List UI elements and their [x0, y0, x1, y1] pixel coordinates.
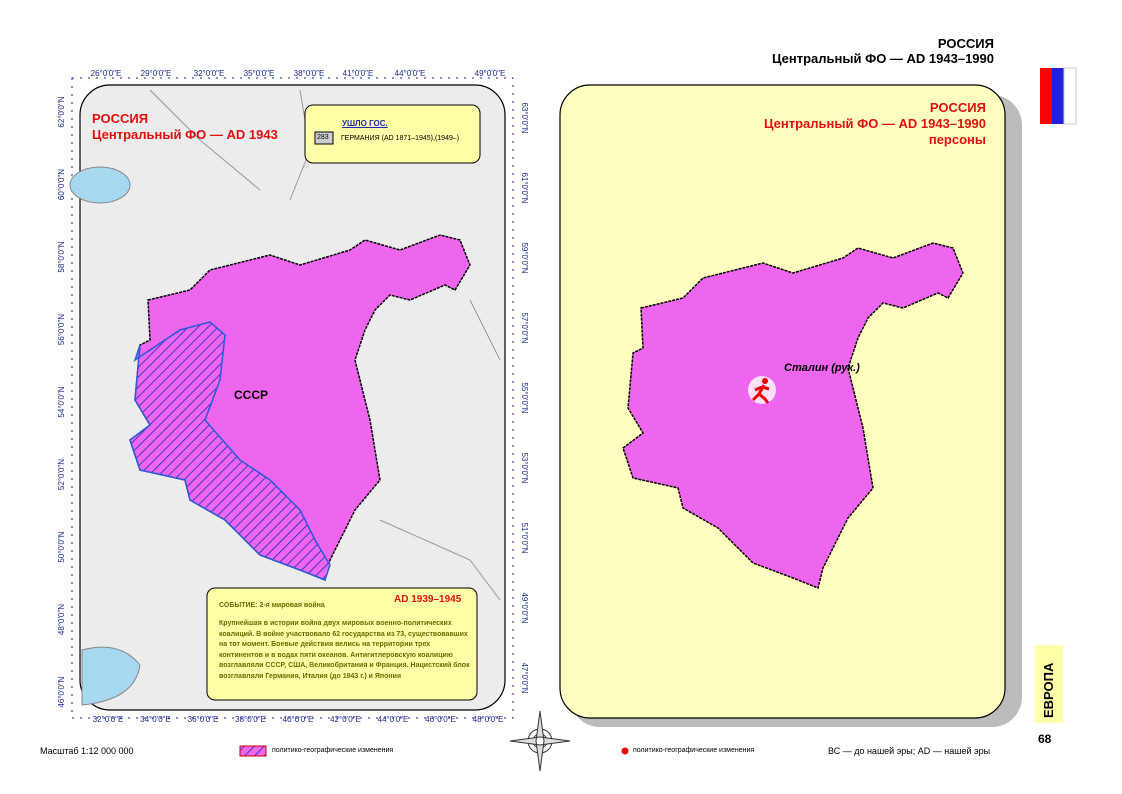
lake [69, 166, 131, 204]
map-title: РОССИЯ [929, 100, 986, 115]
dot-legend: политико-географические изменения [633, 747, 755, 754]
coordinate-label: 44°0'0"E [378, 715, 409, 724]
page-number: 68 [1038, 732, 1052, 746]
header-subtitle: Центральный ФО — AD 1943–1990 [772, 51, 994, 66]
side-tab [1035, 645, 1063, 723]
coordinate-label: 50°0'0"N [57, 531, 66, 562]
side-tab-label: ЕВРОПА [1041, 662, 1056, 718]
coordinate-label: 62°0'0"N [57, 96, 66, 127]
legend-box [304, 104, 481, 164]
person-label: Сталин (рук.) [784, 362, 860, 374]
map-title: РОССИЯ [92, 111, 149, 126]
event-period: AD 1939–1945 [394, 594, 462, 605]
coordinate-label: 49°0'0"E [475, 69, 506, 78]
coordinate-label: 55°0'0"N [520, 382, 529, 413]
coordinate-label: 46°0'0"N [57, 676, 66, 707]
person-icon [748, 376, 776, 404]
event-text: Крупнейшая в истории война двух мировых … [219, 620, 470, 680]
dot-legend-swatch [621, 747, 629, 755]
coordinate-label: 32°0'0"E [194, 69, 225, 78]
coordinate-label: 53°0'0"N [520, 452, 529, 483]
coordinate-label: 38°0'0"E [235, 715, 266, 724]
coordinate-label: 49°0'0"N [520, 592, 529, 623]
coordinate-label: 47°0'0"N [520, 662, 529, 693]
legend-title: УШЛО ГОС. [342, 119, 388, 128]
coordinate-label: 41°0'0"E [343, 69, 374, 78]
hatch-legend: политико-географические изменения [272, 747, 394, 754]
coordinate-label: 61°0'0"N [520, 172, 529, 203]
coordinate-label: 57°0'0"N [520, 312, 529, 343]
map-subtitle: Центральный ФО — AD 1943–1990 [764, 116, 986, 131]
coordinate-label: 59°0'0"N [520, 242, 529, 273]
legend-code: 283 [317, 134, 329, 141]
era-note: ВС — до нашей эры; AD — нашей эры [828, 746, 991, 756]
coordinate-label: 56°0'0"N [57, 314, 66, 345]
graticule-frame [71, 77, 514, 719]
coordinate-label: 40°0'0"E [283, 715, 314, 724]
coordinate-label: 29°0'0"E [141, 69, 172, 78]
map-subtitle: Центральный ФО — AD 1943 [92, 127, 278, 142]
flag [1040, 68, 1052, 124]
hatch-legend-swatch [239, 745, 267, 757]
coordinate-label: 32°0'0"E [93, 715, 124, 724]
compass [509, 710, 571, 772]
coordinate-label: 54°0'0"N [57, 386, 66, 417]
flag [1063, 67, 1077, 125]
coordinate-label: 35°0'0"E [244, 69, 275, 78]
changed-area [129, 321, 331, 581]
event-title: СОБЫТИЕ: 2-я мировая война [219, 602, 325, 609]
legend-swatch [314, 131, 334, 145]
coordinate-label: 42°0'0"E [330, 715, 361, 724]
coordinate-label: 48°0'0"E [473, 715, 504, 724]
map-subtitle: персоны [928, 132, 986, 147]
scale: Масштаб 1:12 000 000 [40, 746, 134, 756]
coordinate-label: 34°0'0"E [140, 715, 171, 724]
region-label: СССР [234, 388, 269, 402]
sea [81, 646, 141, 706]
coordinate-label: 44°0'0"E [395, 69, 426, 78]
coordinate-label: 48°0'0"N [57, 604, 66, 635]
coordinate-label: 38°0'0"E [294, 69, 325, 78]
coordinate-label: 58°0'0"N [57, 241, 66, 272]
coordinate-label: 51°0'0"N [520, 522, 529, 553]
coordinate-label: 63°0'0"N [520, 102, 529, 133]
coordinate-label: 36°0'0"E [188, 715, 219, 724]
legend-label: ГЕРМАНИЯ (AD 1871–1945),(1949–) [341, 135, 460, 142]
coordinate-label: 52°0'0"N [57, 459, 66, 490]
coordinate-label: 46°0'0"E [425, 715, 456, 724]
coordinate-label: 26°0'0"E [91, 69, 122, 78]
header-title: РОССИЯ [937, 36, 994, 51]
coordinate-label: 60°0'0"N [57, 169, 66, 200]
flag [1052, 68, 1064, 124]
event-box [206, 587, 478, 701]
